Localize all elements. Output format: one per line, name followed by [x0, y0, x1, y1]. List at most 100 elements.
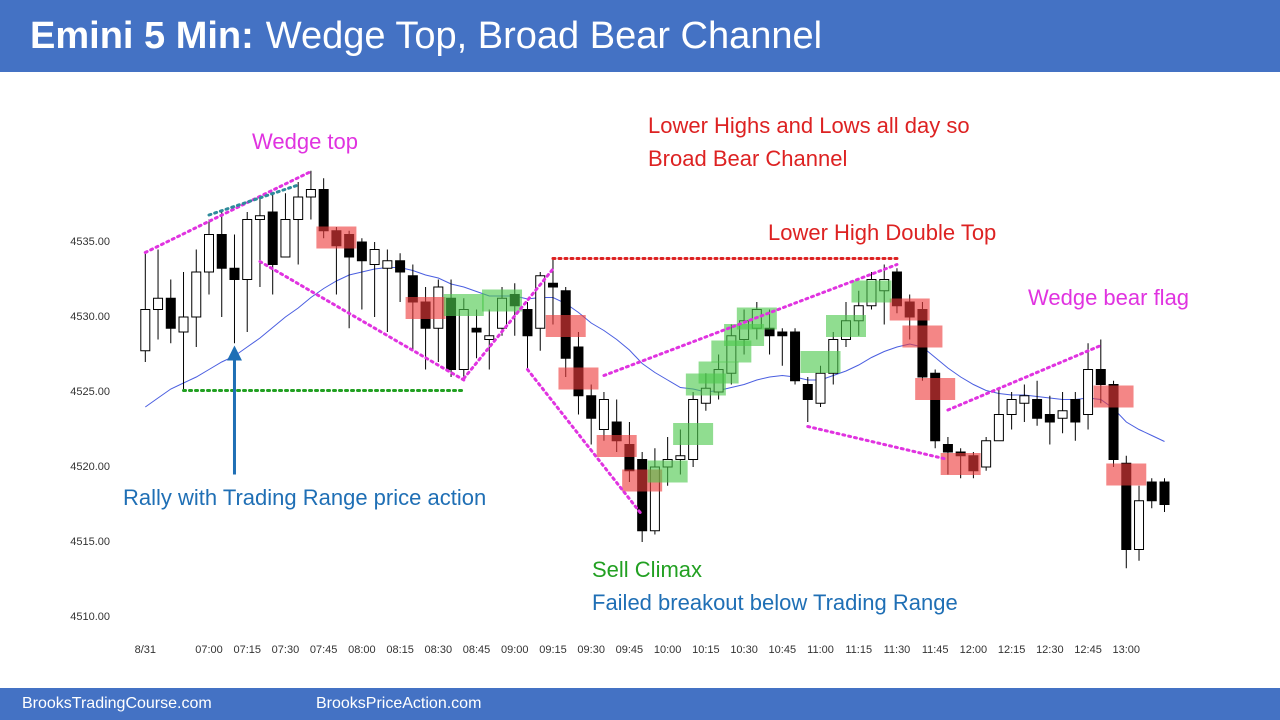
candle-body [280, 219, 291, 258]
candle-body [204, 234, 214, 273]
highlight-box [316, 226, 357, 249]
annotation: Wedge bear flag [1028, 285, 1189, 310]
y-tick-label: 4535.00 [70, 236, 110, 248]
candle-body [242, 219, 253, 280]
x-tick-label: 09:15 [539, 644, 567, 656]
footer-link[interactable]: BrooksPriceAction.com [316, 695, 482, 712]
candle-body [140, 309, 151, 352]
candle-body [535, 275, 546, 329]
candle-body [382, 260, 393, 269]
candle-body [1032, 399, 1043, 419]
candle-body [458, 309, 469, 370]
candle-body [993, 414, 1004, 442]
candle-body [981, 440, 992, 468]
candle-body [522, 309, 533, 337]
x-tick-label: 10:30 [730, 644, 758, 656]
highlight-box [698, 361, 739, 384]
candle-body [254, 215, 265, 220]
annotation: Rally with Trading Range price action [123, 485, 486, 510]
candle-body [216, 234, 227, 269]
highlight-box [1106, 463, 1147, 486]
annotation: Failed breakout below Trading Range [592, 590, 958, 615]
x-tick-label: 12:30 [1036, 644, 1064, 656]
highlight-box [940, 453, 981, 475]
x-tick-label: 08:45 [463, 644, 491, 656]
candle-body [777, 331, 788, 337]
candle-body [356, 241, 367, 262]
annotation: Sell Climax [592, 557, 702, 582]
x-tick-label: 10:15 [692, 644, 720, 656]
highlight-box [1093, 385, 1134, 408]
highlight-box [443, 294, 484, 316]
highlight-box [915, 378, 956, 400]
highlight-box [800, 351, 841, 373]
y-tick-label: 4525.00 [70, 386, 110, 398]
candle-body [369, 249, 380, 265]
highlight-box [482, 289, 523, 312]
candle-body [1121, 462, 1132, 550]
x-tick-label: 09:00 [501, 644, 529, 656]
x-tick-label: 10:00 [654, 644, 682, 656]
candle-body [471, 327, 482, 333]
candle-body [1057, 410, 1068, 419]
candle-body [637, 459, 648, 532]
x-tick-label: 09:30 [577, 644, 605, 656]
candle-body [1108, 384, 1119, 460]
header: Emini 5 Min: Wedge Top, Broad Bear Channe… [0, 0, 1280, 72]
title-bold: Emini 5 Min: [30, 15, 254, 57]
candle-body [305, 189, 316, 198]
candle-body [586, 395, 597, 419]
y-tick-label: 4515.00 [70, 536, 110, 548]
highlight-box [558, 367, 599, 390]
x-tick-label: 07:45 [310, 644, 338, 656]
candle-body [815, 372, 826, 404]
annotation-line [602, 263, 899, 377]
x-tick-label: 12:00 [960, 644, 988, 656]
candle-body [790, 331, 801, 382]
candle-body [1134, 500, 1145, 550]
candle-body [395, 260, 406, 273]
x-tick-label: 10:45 [769, 644, 797, 656]
x-tick-label: 11:45 [922, 644, 949, 656]
x-tick-label: 07:00 [195, 644, 223, 656]
x-tick-label: 08:30 [425, 644, 453, 656]
annotation-line [143, 170, 313, 254]
candle-body [293, 196, 304, 220]
candle-body [930, 372, 941, 442]
x-tick-label: 08:00 [348, 644, 376, 656]
annotation: Lower High Double Top [768, 220, 996, 245]
annotation: Broad Bear Channel [648, 146, 847, 171]
highlight-box [545, 315, 586, 337]
candle-body [1070, 399, 1081, 423]
candle-body [675, 455, 686, 460]
annotation-line [526, 368, 644, 517]
x-tick-label: 13:00 [1113, 644, 1141, 656]
highlight-box [647, 460, 688, 483]
candle-body [178, 316, 189, 333]
highlight-box [851, 280, 892, 303]
candle-body [1019, 395, 1030, 404]
highlight-box [673, 423, 714, 445]
highlight-box [889, 298, 930, 321]
candle-body [802, 384, 813, 400]
candle-body [598, 399, 609, 430]
highlight-box [902, 325, 943, 348]
candle-body [547, 282, 558, 288]
annotation: Wedge top [252, 129, 358, 154]
candle-body [1083, 369, 1094, 415]
annotation-line [258, 260, 466, 382]
candle-body [1095, 369, 1106, 385]
x-tick-label: 8/31 [135, 644, 156, 656]
footer-link[interactable]: BrooksTradingCourse.com [22, 695, 212, 712]
x-tick-label: 12:45 [1074, 644, 1102, 656]
annotation-line [207, 183, 300, 217]
title: Wedge Top, Broad Bear Channel [265, 15, 823, 57]
y-tick-label: 4510.00 [70, 611, 110, 623]
x-tick-label: 07:30 [272, 644, 300, 656]
candle-body [318, 189, 329, 232]
x-tick-label: 08:15 [386, 644, 414, 656]
footer: BrooksTradingCourse.com BrooksPriceActio… [0, 688, 1280, 720]
candle-body [153, 297, 164, 310]
x-tick-label: 11:30 [884, 644, 911, 656]
